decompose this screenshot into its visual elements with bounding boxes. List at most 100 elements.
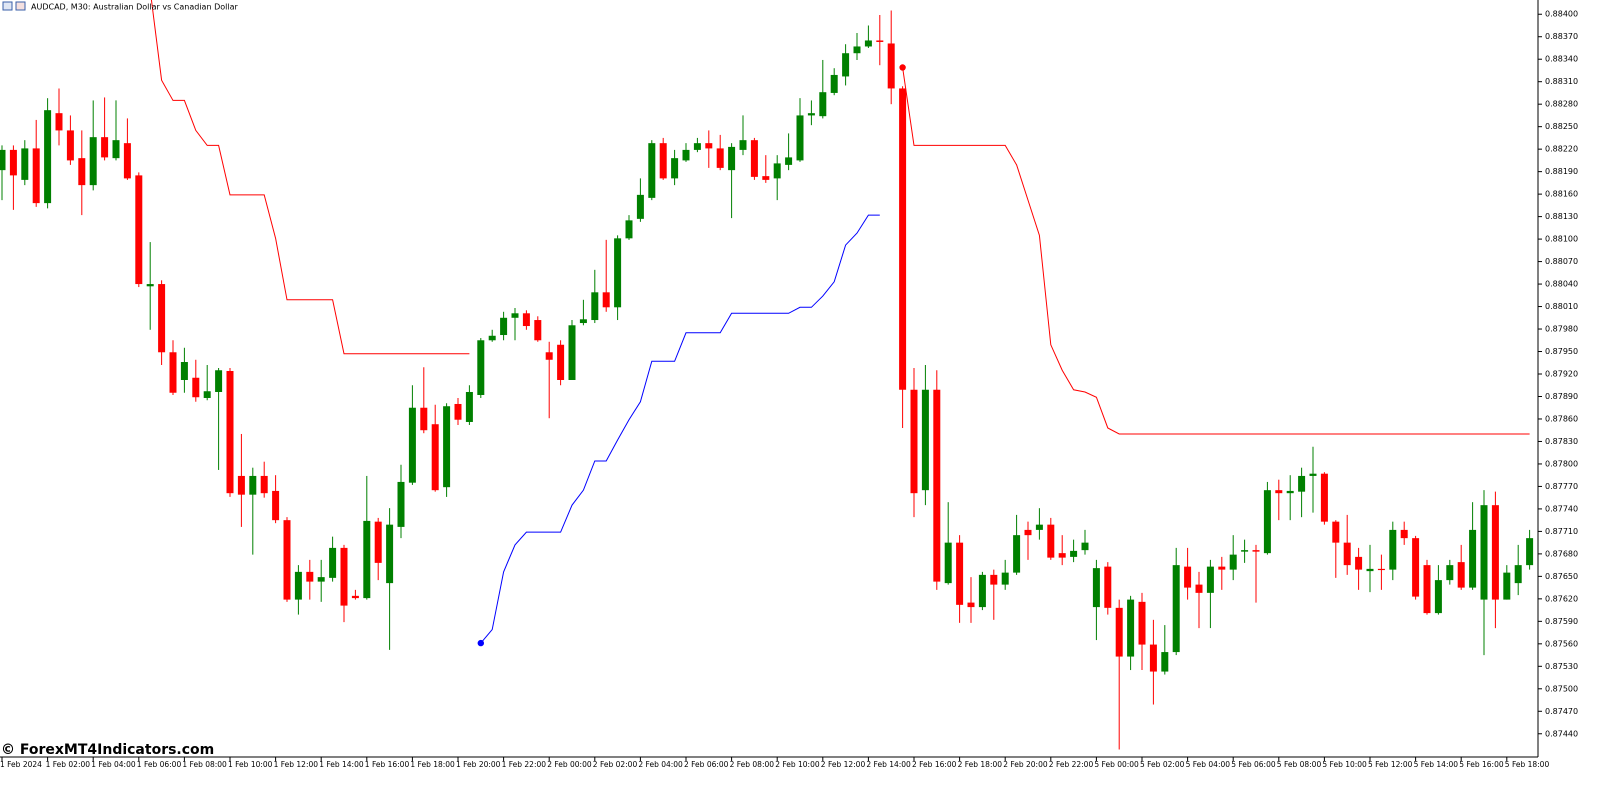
candle-body xyxy=(625,220,633,239)
candle-body xyxy=(545,352,553,360)
y-tick-label: 0.87920 xyxy=(1545,370,1578,379)
candle-body xyxy=(1446,565,1454,581)
candle-body xyxy=(1343,542,1351,566)
y-tick-label: 0.87710 xyxy=(1545,527,1578,536)
candle-body xyxy=(78,158,86,186)
y-tick-label: 0.87980 xyxy=(1545,325,1578,334)
icon xyxy=(2,1,13,11)
icon xyxy=(15,1,26,11)
candle-body xyxy=(1058,553,1066,558)
x-tick-label: 5 Feb 00:00 xyxy=(1094,760,1139,769)
y-tick-label: 0.87860 xyxy=(1545,414,1578,423)
candle-body xyxy=(1218,566,1226,570)
candle-body xyxy=(1457,562,1465,588)
candle-body xyxy=(1298,475,1306,492)
candle-body xyxy=(1355,556,1363,570)
y-tick-label: 0.87470 xyxy=(1545,707,1578,716)
candle-body xyxy=(602,292,610,308)
candle-body xyxy=(317,577,325,582)
candle-body xyxy=(511,313,519,318)
x-tick-label: 1 Feb 2024 xyxy=(0,760,42,769)
candle-body xyxy=(1320,473,1328,522)
candle-body xyxy=(1332,521,1340,543)
y-tick-label: 0.87950 xyxy=(1545,347,1578,356)
candle-body xyxy=(534,320,542,341)
candle-body xyxy=(500,317,508,336)
candle-body xyxy=(306,571,314,582)
x-tick-label: 5 Feb 14:00 xyxy=(1414,760,1459,769)
candle-body xyxy=(203,391,211,398)
x-tick-label: 2 Feb 14:00 xyxy=(866,760,911,769)
candle-body xyxy=(180,362,188,380)
y-tick-label: 0.87800 xyxy=(1545,459,1578,468)
candle-body xyxy=(659,143,667,179)
x-tick-label: 2 Feb 18:00 xyxy=(958,760,1003,769)
candle-body xyxy=(522,313,530,327)
candle-body xyxy=(830,74,838,93)
x-tick-label: 2 Feb 22:00 xyxy=(1049,760,1094,769)
y-tick-label: 0.87560 xyxy=(1545,639,1578,648)
x-tick-label: 2 Feb 08:00 xyxy=(730,760,775,769)
candle-body xyxy=(796,115,804,161)
candle-body xyxy=(374,521,382,563)
x-tick-label: 1 Feb 08:00 xyxy=(182,760,227,769)
candle-body xyxy=(351,595,359,599)
candle-body xyxy=(1206,566,1214,593)
candle-body xyxy=(1184,566,1192,588)
candle-body xyxy=(853,46,861,54)
x-tick-label: 1 Feb 18:00 xyxy=(410,760,455,769)
candle-body xyxy=(1286,490,1294,494)
candle-body xyxy=(557,344,565,380)
candle-body xyxy=(408,407,416,483)
y-tick-label: 0.87830 xyxy=(1545,437,1578,446)
x-tick-label: 2 Feb 12:00 xyxy=(821,760,866,769)
candle-body xyxy=(1400,529,1408,539)
candle-body xyxy=(1229,554,1237,570)
x-tick-label: 5 Feb 10:00 xyxy=(1322,760,1367,769)
candle-body xyxy=(921,389,929,491)
candle-body xyxy=(1115,607,1123,657)
x-tick-label: 1 Feb 10:00 xyxy=(228,760,273,769)
y-tick-label: 0.87650 xyxy=(1545,572,1578,581)
candle-body xyxy=(1013,535,1021,573)
x-tick-label: 2 Feb 04:00 xyxy=(638,760,683,769)
x-tick-label: 5 Feb 12:00 xyxy=(1368,760,1413,769)
indicator-dot xyxy=(899,64,906,71)
y-tick-label: 0.88280 xyxy=(1545,100,1578,109)
candle-body xyxy=(1480,505,1488,600)
candle-body xyxy=(1195,584,1203,593)
y-tick-label: 0.87590 xyxy=(1545,617,1578,626)
candle-body xyxy=(579,319,587,324)
candle-body xyxy=(1149,644,1157,672)
candle-body xyxy=(21,148,29,180)
y-tick-label: 0.88310 xyxy=(1545,77,1578,86)
candle-body xyxy=(876,40,884,42)
candle-body xyxy=(671,158,679,179)
candle-body xyxy=(1434,580,1442,614)
y-tick-label: 0.88160 xyxy=(1545,190,1578,199)
candle-body xyxy=(192,377,200,398)
x-tick-label: 2 Feb 16:00 xyxy=(912,760,957,769)
candle-body xyxy=(933,389,941,582)
candle-body xyxy=(682,149,690,161)
candle-body xyxy=(739,140,747,150)
candle-body xyxy=(169,352,177,393)
candle-body xyxy=(123,143,131,179)
chart-title: AUDCAD, M30: Australian Dollar vs Canadi… xyxy=(31,3,238,12)
y-tick-label: 0.87440 xyxy=(1545,729,1578,738)
candle-body xyxy=(1047,524,1055,558)
x-tick-label: 5 Feb 04:00 xyxy=(1186,760,1231,769)
x-tick-label: 5 Feb 18:00 xyxy=(1505,760,1550,769)
y-tick-label: 0.88010 xyxy=(1545,302,1578,311)
candle-body xyxy=(146,284,154,287)
y-tick-label: 0.88040 xyxy=(1545,280,1578,289)
candle-body xyxy=(819,92,827,117)
candle-body xyxy=(329,547,337,578)
candle-body xyxy=(1526,538,1534,566)
x-tick-label: 2 Feb 10:00 xyxy=(775,760,820,769)
y-tick-label: 0.88100 xyxy=(1545,235,1578,244)
candle-body xyxy=(887,43,895,89)
indicator-dot xyxy=(477,639,484,647)
x-tick-label: 5 Feb 06:00 xyxy=(1231,760,1276,769)
candle-body xyxy=(614,238,622,308)
